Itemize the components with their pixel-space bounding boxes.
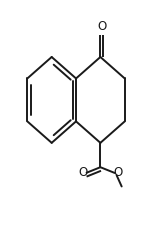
Text: O: O	[79, 166, 88, 179]
Text: O: O	[113, 166, 122, 179]
Text: O: O	[97, 20, 106, 33]
